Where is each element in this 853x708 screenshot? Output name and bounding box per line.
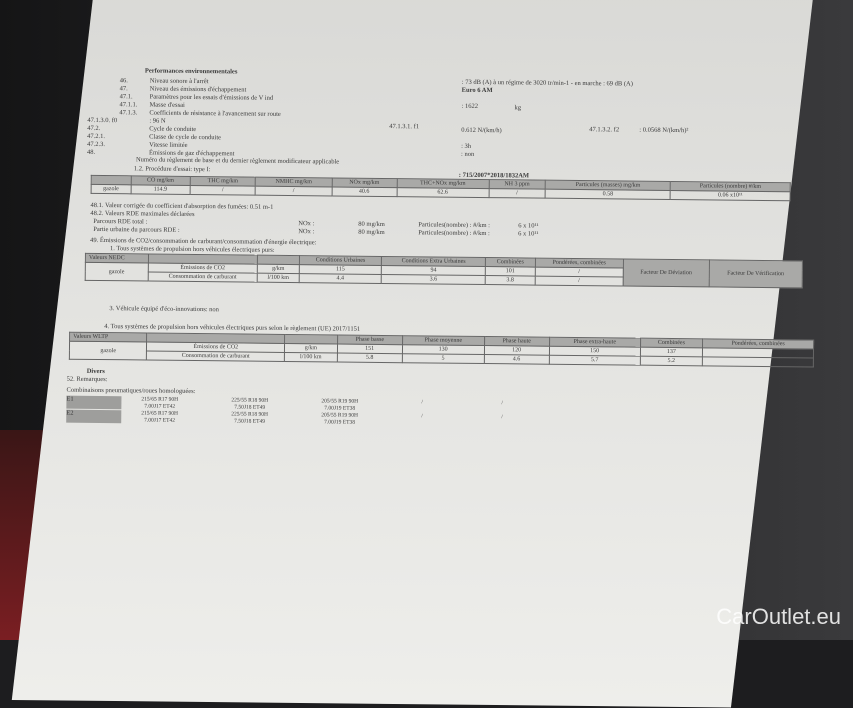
item-label: Paramètres pour les essais d'émissions d…	[149, 93, 274, 102]
item-value: Euro 6 AM	[461, 86, 493, 95]
wltp-unit: l/100 km	[284, 352, 338, 362]
line-48-2: 48.2. Valeurs RDE maximales déclarées	[90, 209, 195, 218]
rde-label: Parcours RDE total :	[93, 217, 148, 226]
item-label: Masse d'essai	[149, 101, 185, 109]
item-value: : 1622	[461, 102, 479, 110]
item-label: Classe de cycle de conduite	[149, 133, 222, 142]
wltp-cell: 4.6	[483, 354, 550, 365]
nedc-cell: 4.4	[298, 273, 382, 284]
item-number: 47.1.	[119, 93, 133, 101]
wltp-row-label: Consommation de carburant	[146, 351, 285, 362]
nedc-unit: l/100 km	[257, 273, 300, 283]
rde-part: Particules(nombre) : #/km :	[418, 229, 490, 238]
item-number: 47.1.1.	[119, 101, 138, 109]
tyre-cell: /	[421, 413, 423, 420]
wltp-cell: 5.8	[336, 352, 403, 363]
nedc-cell: 101	[485, 266, 536, 277]
item-number: 47.2.	[87, 124, 101, 133]
rde-part: Particules(nombre) : #/km :	[418, 221, 490, 230]
tyre-cell: 205/55 R19 90H 7.00J19 ET38	[321, 398, 359, 412]
emissions-cell: 40.6	[331, 186, 397, 197]
nedc-header: Facteur De Déviation	[623, 258, 710, 287]
item-number: 47.1.3.	[119, 109, 138, 117]
nedc-header: Facteur De Vérification	[708, 259, 803, 288]
section-title: Performances environnementales	[144, 67, 238, 76]
wltp-fuel: gazole	[69, 341, 148, 361]
nedc-header: Combinées	[485, 257, 536, 268]
item-value: : 3h	[461, 142, 472, 150]
tyre-cell: /	[421, 399, 423, 406]
nedc-row-label: Consommation de carburant	[147, 272, 258, 283]
item-unit: kg	[514, 104, 522, 112]
rde-nox-val: 80 mg/km	[358, 228, 385, 236]
emissions-cell: /	[189, 185, 256, 196]
emissions-header	[91, 175, 131, 185]
emissions-cell: 0.58	[545, 189, 671, 200]
item-number: 47.1.3.0. f0	[87, 116, 118, 125]
emissions-cell: /	[488, 188, 546, 199]
rde-part-val: 6 x 10¹¹	[518, 230, 539, 238]
regulation-label: Numéro du règlement de base et du dernie…	[135, 156, 340, 166]
item-number: 46.	[119, 77, 128, 85]
tyre-cell: 215/65 R17 90H 7.00J17 ET42	[141, 396, 179, 410]
line-4: 4. Tous systèmes de propulsion hors véhi…	[104, 323, 361, 333]
tyre-cell: 205/55 R19 90H 7.00J19 ET38	[321, 412, 358, 426]
item-label: Niveau des émissions d'échappement	[149, 85, 247, 94]
emissions-cell: 114.9	[130, 184, 191, 195]
item-number: 47.2.3.	[87, 140, 106, 149]
item-number: 47.	[119, 85, 128, 93]
document-content: Performances environnementales 46. Niveau…	[66, 67, 814, 426]
wltp-table: Valeurs WLTP Phase basse Phase moyenne Phas…	[69, 332, 814, 368]
item-number: 48.	[86, 148, 96, 156]
tyre-id: E2	[66, 409, 122, 424]
item-label: Niveau sonore à l'arrêt	[149, 77, 209, 86]
tyres-title: Combinaisons pneumatiques/roues homologu…	[66, 386, 196, 396]
nedc-table: Valeurs NEDC Conditions Urbaines Condition…	[85, 253, 803, 289]
nedc-unit: g/km	[257, 264, 300, 274]
rde-nox: NOx :	[298, 228, 315, 236]
divers-heading: Divers	[86, 367, 105, 376]
item-label: Cycle de conduite	[149, 125, 197, 134]
rde-label: Partie urbaine du parcours RDE :	[93, 225, 180, 234]
tyre-cell: /	[501, 414, 503, 421]
wltp-cell: 5	[402, 353, 484, 364]
rde-nox-val: 80 mg/km	[358, 220, 385, 228]
item-number: 47.2.1.	[87, 132, 106, 141]
tyre-cell: 215/65 R17 90H 7.00J17 ET42	[141, 410, 179, 424]
item-value: : non	[460, 150, 475, 158]
tyre-id: E1	[66, 395, 122, 410]
caroutlet-watermark: CarOutlet.eu	[716, 604, 841, 629]
procedure-label: 1.2. Procédure d'essai: type I:	[133, 165, 211, 174]
item-sub: 47.1.3.1. f1	[389, 123, 420, 131]
emissions-cell: /	[255, 186, 332, 196]
tyre-cell: 225/55 R18 90H 7.50J18 ET49	[231, 411, 268, 425]
nedc-fuel: gazole	[85, 262, 148, 282]
emissions-cell: 62.6	[396, 187, 489, 198]
item-value: 0.612 N/(km/h)	[461, 126, 502, 135]
nedc-cell: 3.6	[381, 274, 486, 285]
rde-part-val: 6 x 10¹¹	[518, 222, 539, 230]
emissions-cell: 0.06 x10¹¹	[670, 190, 791, 201]
item-value2: : 0.0568 N/(km/h)²	[639, 126, 689, 135]
item-label: : 96 N	[149, 117, 166, 125]
nedc-cell: 3.8	[485, 275, 536, 286]
item-label: Coefficients de résistance à l'avancemen…	[149, 109, 281, 118]
rde-nox: NOx :	[298, 220, 315, 228]
tyre-cell: /	[501, 400, 503, 407]
emissions-cell: gazole	[91, 184, 131, 194]
item-label: Vitesse limitée	[149, 141, 188, 149]
eco-innovations: 3. Véhicule équipé d'éco-innovations: no…	[109, 305, 219, 314]
remarques: 52. Remarques:	[66, 375, 108, 384]
emissions-table: CO mg/km THC mg/km NMHC mg/km NOx mg/km THC+…	[91, 175, 791, 201]
wltp-cell	[702, 356, 814, 367]
nedc-cell: /	[534, 276, 624, 286]
tyre-cell: 225/55 R18 90H 7.50J18 ET49	[231, 397, 269, 411]
wltp-cell: 5.7	[549, 355, 641, 366]
wltp-cell: 5.2	[639, 356, 703, 366]
item-sub2: 47.1.3.2. f2	[589, 126, 620, 134]
